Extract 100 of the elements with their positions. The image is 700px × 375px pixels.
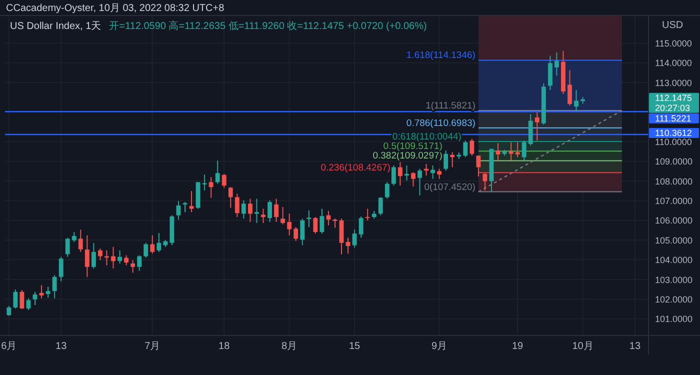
x-tick-label: 13: [629, 341, 641, 352]
candlestick: [248, 198, 252, 222]
ref-line-label: 1(111.5821): [426, 100, 476, 112]
candlestick: [384, 182, 390, 200]
chart-title: CCacademy-Oyster, 10月 03, 2022 08:32 UTC+8: [6, 3, 225, 14]
y-tick-label: 105.0000: [655, 235, 693, 246]
candlestick: [411, 172, 416, 188]
candlestick: [358, 216, 364, 238]
candlestick: [26, 298, 31, 310]
candlestick: [476, 155, 481, 177]
candlestick: [378, 196, 383, 216]
x-tick-label: 9月: [432, 341, 448, 352]
candlestick: [554, 52, 559, 76]
candlestick: [98, 248, 102, 261]
x-tick-label: 15: [348, 341, 361, 352]
candlestick: [313, 216, 318, 234]
candlestick: [150, 234, 155, 254]
candlestick: [470, 138, 474, 156]
candlestick: [111, 246, 116, 269]
candlestick: [320, 208, 324, 234]
candlestick: [274, 198, 279, 222]
candlestick: [463, 140, 468, 158]
ref-line-label: 0.786(110.6983): [406, 118, 476, 129]
x-tick-label: 10月: [572, 341, 594, 352]
candlestick: [6, 306, 12, 316]
candlestick: [124, 254, 129, 266]
x-tick-label: 19: [512, 341, 524, 352]
candlestick: [130, 260, 136, 274]
ref-line-label: 0.618(110.0044): [392, 132, 462, 143]
candlestick: [365, 208, 370, 221]
candlestick: [52, 274, 57, 299]
candlestick: [568, 70, 572, 106]
ref-line-label: 0.382(109.0297): [372, 150, 442, 162]
candlestick: [287, 213, 292, 236]
candlestick: [241, 200, 246, 220]
candlestick: [182, 202, 188, 213]
candlestick: [13, 289, 18, 309]
candlestick: [496, 142, 500, 162]
candlestick: [508, 142, 514, 162]
y-tick-label: 114.0000: [655, 58, 692, 68]
candlestick: [268, 200, 272, 222]
candlestick: [84, 234, 90, 278]
candlestick: [72, 232, 76, 242]
candlestick: [352, 229, 357, 248]
candlestick: [104, 250, 109, 266]
text: US Dollar Index, 1天: [10, 21, 102, 32]
y-tick-label: 107.0000: [655, 196, 693, 206]
candlestick: [332, 218, 338, 228]
candlestick: [222, 173, 226, 188]
y-tick-label: 101.0000: [655, 314, 693, 324]
candlestick: [91, 242, 96, 269]
candlestick: [215, 160, 220, 184]
candlestick: [444, 150, 448, 172]
candlestick: [306, 210, 312, 228]
candlestick: [430, 164, 436, 180]
candlestick: [418, 168, 422, 196]
y-tick-label: 113.0000: [655, 78, 692, 88]
ref-line-label: 0.5(109.5171): [383, 141, 442, 152]
candlestick: [437, 168, 442, 180]
candlestick: [574, 90, 578, 112]
y-tick-label: 102.0000: [655, 294, 693, 304]
candlestick: [202, 174, 207, 191]
x-tick-label: 18: [218, 341, 230, 352]
candlestick: [528, 114, 533, 146]
candlestick: [515, 142, 520, 158]
candlestick: [234, 193, 240, 218]
candlestick: [20, 290, 24, 310]
candlestick: [548, 55, 552, 91]
ref-line-label: 111.5221: [655, 114, 692, 124]
candlestick: [280, 206, 286, 225]
x-tick-label: 7月: [144, 341, 160, 352]
y-tick-label: 108.0000: [655, 176, 693, 186]
candlestick: [300, 218, 305, 246]
y-tick-label: 115.0000: [655, 38, 692, 48]
candlestick: [208, 176, 214, 198]
candlestick: [32, 291, 38, 306]
candlestick: [189, 190, 194, 213]
candlestick: [176, 200, 181, 220]
y-tick-label: 106.0000: [655, 216, 693, 226]
candlestick: [46, 286, 50, 298]
candlestick: [58, 256, 64, 282]
candlestick: [144, 242, 148, 258]
candlestick: [137, 254, 142, 272]
candlestick: [326, 210, 331, 226]
ref-line-label: 110.3612: [655, 128, 692, 138]
y-axis-title: USD: [662, 20, 684, 31]
candlestick: [339, 218, 344, 255]
text: 20:27:03: [655, 103, 690, 114]
candlestick: [534, 112, 540, 142]
candlestick: [65, 237, 70, 258]
candlestick: [228, 186, 233, 208]
candlestick: [294, 226, 298, 242]
candlestick: [404, 164, 409, 181]
candlestick: [78, 229, 83, 252]
x-tick-label: 8月: [282, 341, 298, 352]
ref-line-label: 0(107.4520): [424, 182, 476, 193]
text: 112.1475: [655, 93, 692, 104]
candlestick: [398, 162, 402, 186]
candlestick: [391, 164, 396, 186]
ref-line-label: 1.618(114.1346): [406, 50, 476, 62]
